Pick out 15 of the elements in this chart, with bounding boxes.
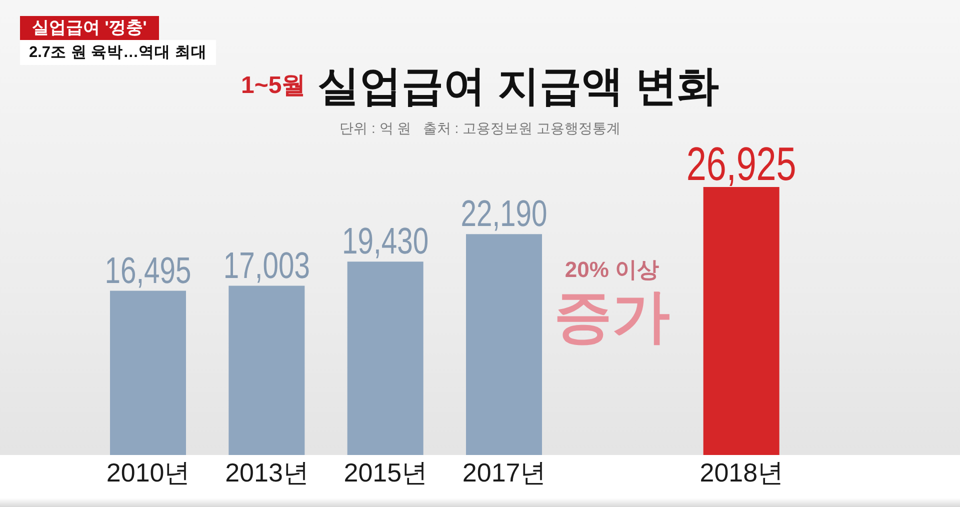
data-label: 19,430 [342,220,456,262]
data-label: 16,495 [104,250,218,291]
x-tick-label: 2015년 [344,457,428,488]
annotation: 20% 이상 증가 [554,257,670,349]
chart-subtitle: 단위 : 억 원 출처 : 고용정보원 고용행정통계 [340,120,620,136]
x-tick-label: 2013년 [225,457,309,488]
x-tick-label: 2018년 [700,457,784,488]
x-tick-label: 2017년 [462,457,546,488]
x-tick-label: 2010년 [106,457,190,488]
chart-title: 1~5월 실업급여 지급액 변화 [240,61,720,111]
text: 2.7조 원 육박…역대 최대 [29,44,207,61]
data-label: 26,925 [686,136,830,190]
text: 실업급여 '껑충' [32,18,147,37]
data-label: 22,190 [460,193,574,234]
data-label: 17,003 [223,244,337,286]
